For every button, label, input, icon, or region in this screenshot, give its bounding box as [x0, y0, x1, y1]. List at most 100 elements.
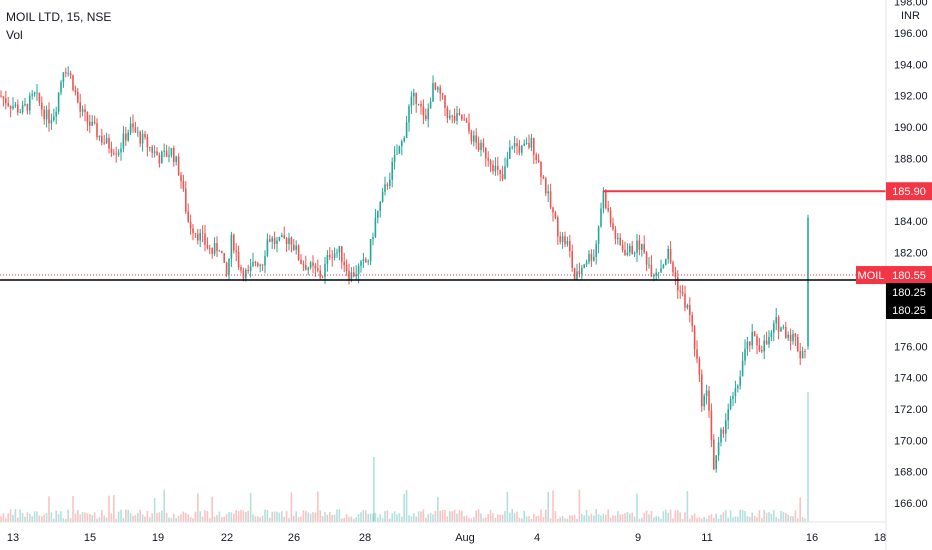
- candle-body: [33, 92, 36, 95]
- symbol-title[interactable]: MOIL LTD, 15, NSE: [6, 10, 112, 24]
- volume-bar: [655, 515, 657, 522]
- volume-bar: [737, 516, 739, 522]
- candle-body: [511, 146, 513, 148]
- price-tags: 185.90 180.55 180.25 180.25 MOIL: [856, 182, 932, 319]
- volume-bar: [674, 510, 677, 522]
- volume-bar: [717, 518, 720, 522]
- candle-body: [607, 208, 609, 211]
- volume-bar: [377, 517, 379, 522]
- candle-body: [453, 115, 456, 121]
- volume-bar: [535, 516, 537, 522]
- volume-bar: [374, 512, 377, 522]
- volume-bar: [696, 518, 698, 522]
- volume-bar: [221, 517, 223, 522]
- candle-body: [345, 265, 348, 271]
- volume-bar: [278, 512, 281, 522]
- candle-body: [617, 237, 619, 240]
- volume-bar: [144, 516, 146, 522]
- volume-bar: [230, 512, 233, 522]
- candle-body: [293, 244, 295, 250]
- volume-bar: [439, 510, 441, 522]
- candle-body: [725, 420, 727, 434]
- candle-body: [189, 221, 192, 229]
- candle-body: [533, 137, 535, 155]
- candle-body: [456, 113, 458, 121]
- volume-bar: [679, 512, 681, 522]
- candle-body: [405, 122, 408, 138]
- price-tag-185-90-bg: [886, 182, 932, 201]
- candle-body: [597, 226, 600, 244]
- candle-body: [331, 257, 333, 259]
- volume-bar: [485, 517, 487, 522]
- volume-bar: [357, 514, 360, 522]
- candle-body: [756, 336, 758, 346]
- volume-bar: [81, 511, 84, 522]
- candle-body: [249, 266, 252, 272]
- candle-body: [660, 268, 662, 273]
- candle-body: [662, 264, 665, 269]
- volume-bar: [264, 509, 266, 522]
- candle-body: [209, 247, 211, 249]
- candle-body: [201, 232, 204, 234]
- volume-bar: [269, 517, 271, 522]
- volume-bar: [110, 513, 113, 522]
- volume-bar: [137, 512, 139, 522]
- candle-body: [737, 385, 739, 389]
- candle-body: [583, 264, 585, 268]
- volume-bar: [614, 515, 617, 522]
- candle-body: [271, 237, 273, 242]
- candle-body: [261, 264, 264, 266]
- candle-body: [396, 153, 398, 155]
- volume-bar: [314, 512, 317, 522]
- candle-body: [197, 233, 199, 241]
- volume-bar: [185, 512, 187, 522]
- candle-body: [173, 147, 175, 163]
- volume-bar: [134, 515, 137, 522]
- volume-bar: [216, 515, 218, 522]
- volume-bar: [283, 516, 285, 522]
- volume-bar: [456, 513, 458, 522]
- candle-body: [355, 274, 357, 277]
- volume-bar: [765, 512, 768, 522]
- candle-body: [425, 115, 427, 120]
- candle-body: [2, 96, 5, 99]
- volume-bar: [86, 513, 89, 522]
- candle-body: [216, 243, 218, 252]
- volume-bar: [74, 513, 77, 522]
- candle-body: [509, 147, 511, 159]
- volume-label[interactable]: Vol: [6, 28, 23, 42]
- volume-bar: [662, 511, 665, 522]
- volume-bar: [621, 514, 624, 522]
- volume-bar: [698, 517, 701, 522]
- volume-bar: [170, 517, 173, 522]
- candle-body: [31, 94, 33, 96]
- volume-bar: [626, 512, 629, 522]
- candle-body: [684, 293, 686, 308]
- volume-bar: [261, 515, 264, 522]
- volume-bar: [746, 516, 749, 522]
- y-tick-label: 174.00: [894, 373, 928, 385]
- candle-body: [269, 239, 271, 242]
- candle-body: [7, 103, 9, 106]
- candle-body: [441, 93, 444, 96]
- candle-body: [401, 141, 403, 147]
- candle-body: [245, 270, 247, 279]
- price-tag-last-bg: [886, 266, 932, 285]
- candle-body: [434, 83, 437, 90]
- volume-bar: [345, 514, 348, 522]
- candle-body: [734, 388, 737, 396]
- candle-body: [761, 349, 763, 352]
- candle-body: [125, 133, 127, 141]
- candle-body: [715, 455, 717, 470]
- candle-body: [77, 91, 79, 103]
- price-tag-crosshair-2-bg: [886, 301, 932, 319]
- volume-bar: [684, 512, 686, 522]
- candle-body: [713, 439, 715, 470]
- volume-bar: [725, 510, 727, 522]
- volume-bar: [158, 512, 161, 522]
- volume-bar: [96, 518, 98, 522]
- volume-bar: [372, 513, 374, 522]
- candle-body: [149, 147, 151, 148]
- volume-bar: [199, 511, 201, 522]
